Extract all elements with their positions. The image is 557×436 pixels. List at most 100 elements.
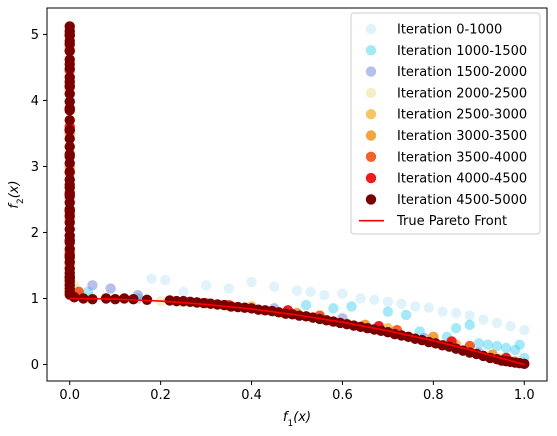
legend-label: Iteration 4500-5000 [397, 193, 527, 208]
data-point [509, 344, 521, 356]
data-point [505, 321, 516, 332]
data-point [300, 299, 312, 311]
data-point [409, 301, 421, 312]
data-point [369, 294, 380, 305]
data-point [146, 273, 157, 284]
data-point [514, 339, 525, 350]
data-point [64, 29, 75, 40]
legend-label: Iteration 3000-3500 [397, 129, 527, 144]
data-point [64, 124, 75, 136]
data-point [491, 340, 503, 352]
x-tick-label: 0.4 [241, 388, 262, 403]
data-point [64, 103, 75, 114]
legend-entry: Iteration 2500-3000 [365, 108, 527, 123]
pareto-line-layer [69, 297, 525, 366]
legend-marker [365, 172, 377, 184]
data-point [269, 281, 280, 292]
y-tick-label: 4 [31, 94, 39, 109]
legend-entry: Iteration 3000-3500 [365, 129, 527, 144]
legend-label: Iteration 1500-2000 [397, 65, 527, 80]
legend-marker [365, 66, 377, 77]
legend-marker [365, 23, 377, 35]
legend-label: Iteration 0-1000 [397, 23, 502, 38]
x-tick-label: 0.8 [423, 388, 444, 403]
y-tick-label: 1 [31, 292, 39, 307]
data-point [64, 272, 75, 283]
data-point [450, 322, 462, 334]
data-point [319, 289, 330, 301]
x-axis-ticks: 0.0 0.2 0.4 0.6 0.8 1.0 [59, 381, 535, 403]
x-axis-label: f1(x) [283, 410, 311, 429]
data-point [305, 286, 316, 298]
legend-entry: Iteration 2000-2500 [365, 86, 527, 101]
plot-area: 0.0 0.2 0.4 0.6 0.8 1.0 0 1 2 3 4 5 f1(x) f2(x) [7, 7, 548, 429]
data-point [450, 307, 462, 319]
data-point [382, 306, 394, 317]
legend: Iteration 0-1000 Iteration 1000-1500 Itera… [350, 12, 541, 235]
data-point [64, 151, 75, 162]
legend-label: Iteration 2500-3000 [397, 108, 527, 123]
legend-label: Iteration 1000-1500 [397, 44, 527, 59]
data-point [64, 141, 75, 152]
data-point [64, 166, 75, 177]
data-point [64, 252, 75, 263]
data-point [200, 280, 212, 291]
data-point [478, 314, 489, 325]
data-point [491, 317, 503, 329]
data-point [328, 303, 339, 314]
data-point [500, 342, 512, 354]
legend-marker [365, 109, 377, 120]
legend-label: Iteration 3500-4000 [397, 150, 527, 165]
legend-marker [365, 130, 377, 141]
legend-box [350, 12, 541, 235]
data-point [64, 188, 75, 200]
legend-entry: Iteration 0-1000 [365, 23, 502, 38]
x-tick-label: 1.0 [514, 388, 535, 403]
legend-label: Iteration 4000-4500 [397, 172, 527, 187]
data-point [464, 310, 475, 321]
x-tick-label: 0.2 [150, 388, 171, 403]
legend-entry: Iteration 1500-2000 [365, 65, 527, 80]
data-point [464, 319, 475, 331]
data-point [64, 58, 75, 70]
data-point [519, 324, 530, 336]
legend-marker [365, 45, 377, 56]
data-point [223, 283, 235, 294]
y-tick-label: 0 [31, 358, 39, 373]
data-point [355, 293, 366, 304]
y-tick-label: 2 [31, 226, 39, 241]
points-layer [64, 21, 530, 370]
data-point [337, 288, 348, 300]
legend-entry: Iteration 4500-5000 [365, 193, 527, 208]
data-point [64, 115, 75, 126]
data-point [64, 133, 75, 144]
y-axis-ticks: 0 1 2 3 4 5 [31, 28, 47, 373]
x-tick-label: 0.0 [59, 388, 80, 403]
legend-marker [365, 151, 377, 162]
data-point [119, 293, 130, 304]
legend-entry: Iteration 1000-1500 [365, 44, 527, 59]
data-point [105, 283, 116, 294]
legend-entry: Iteration 3500-4000 [365, 150, 527, 165]
legend-label: Iteration 2000-2500 [397, 86, 527, 101]
data-point [482, 339, 494, 350]
data-point [64, 179, 75, 191]
data-point [64, 39, 75, 50]
axes-frame [46, 7, 548, 382]
data-point [382, 296, 394, 307]
legend-label: True Pareto Front [396, 214, 507, 229]
data-point [159, 274, 171, 286]
data-point [69, 291, 80, 303]
data-point [437, 306, 448, 317]
data-point [64, 88, 75, 100]
legend-entry: True Pareto Front [359, 214, 507, 229]
y-axis-label: f2(x) [7, 180, 26, 208]
data-point [291, 285, 303, 296]
data-point [64, 206, 75, 217]
data-point [178, 286, 189, 298]
data-point [473, 338, 485, 349]
y-tick-label: 5 [31, 28, 39, 43]
legend-marker [365, 194, 377, 205]
y-tick-label: 3 [31, 160, 39, 175]
